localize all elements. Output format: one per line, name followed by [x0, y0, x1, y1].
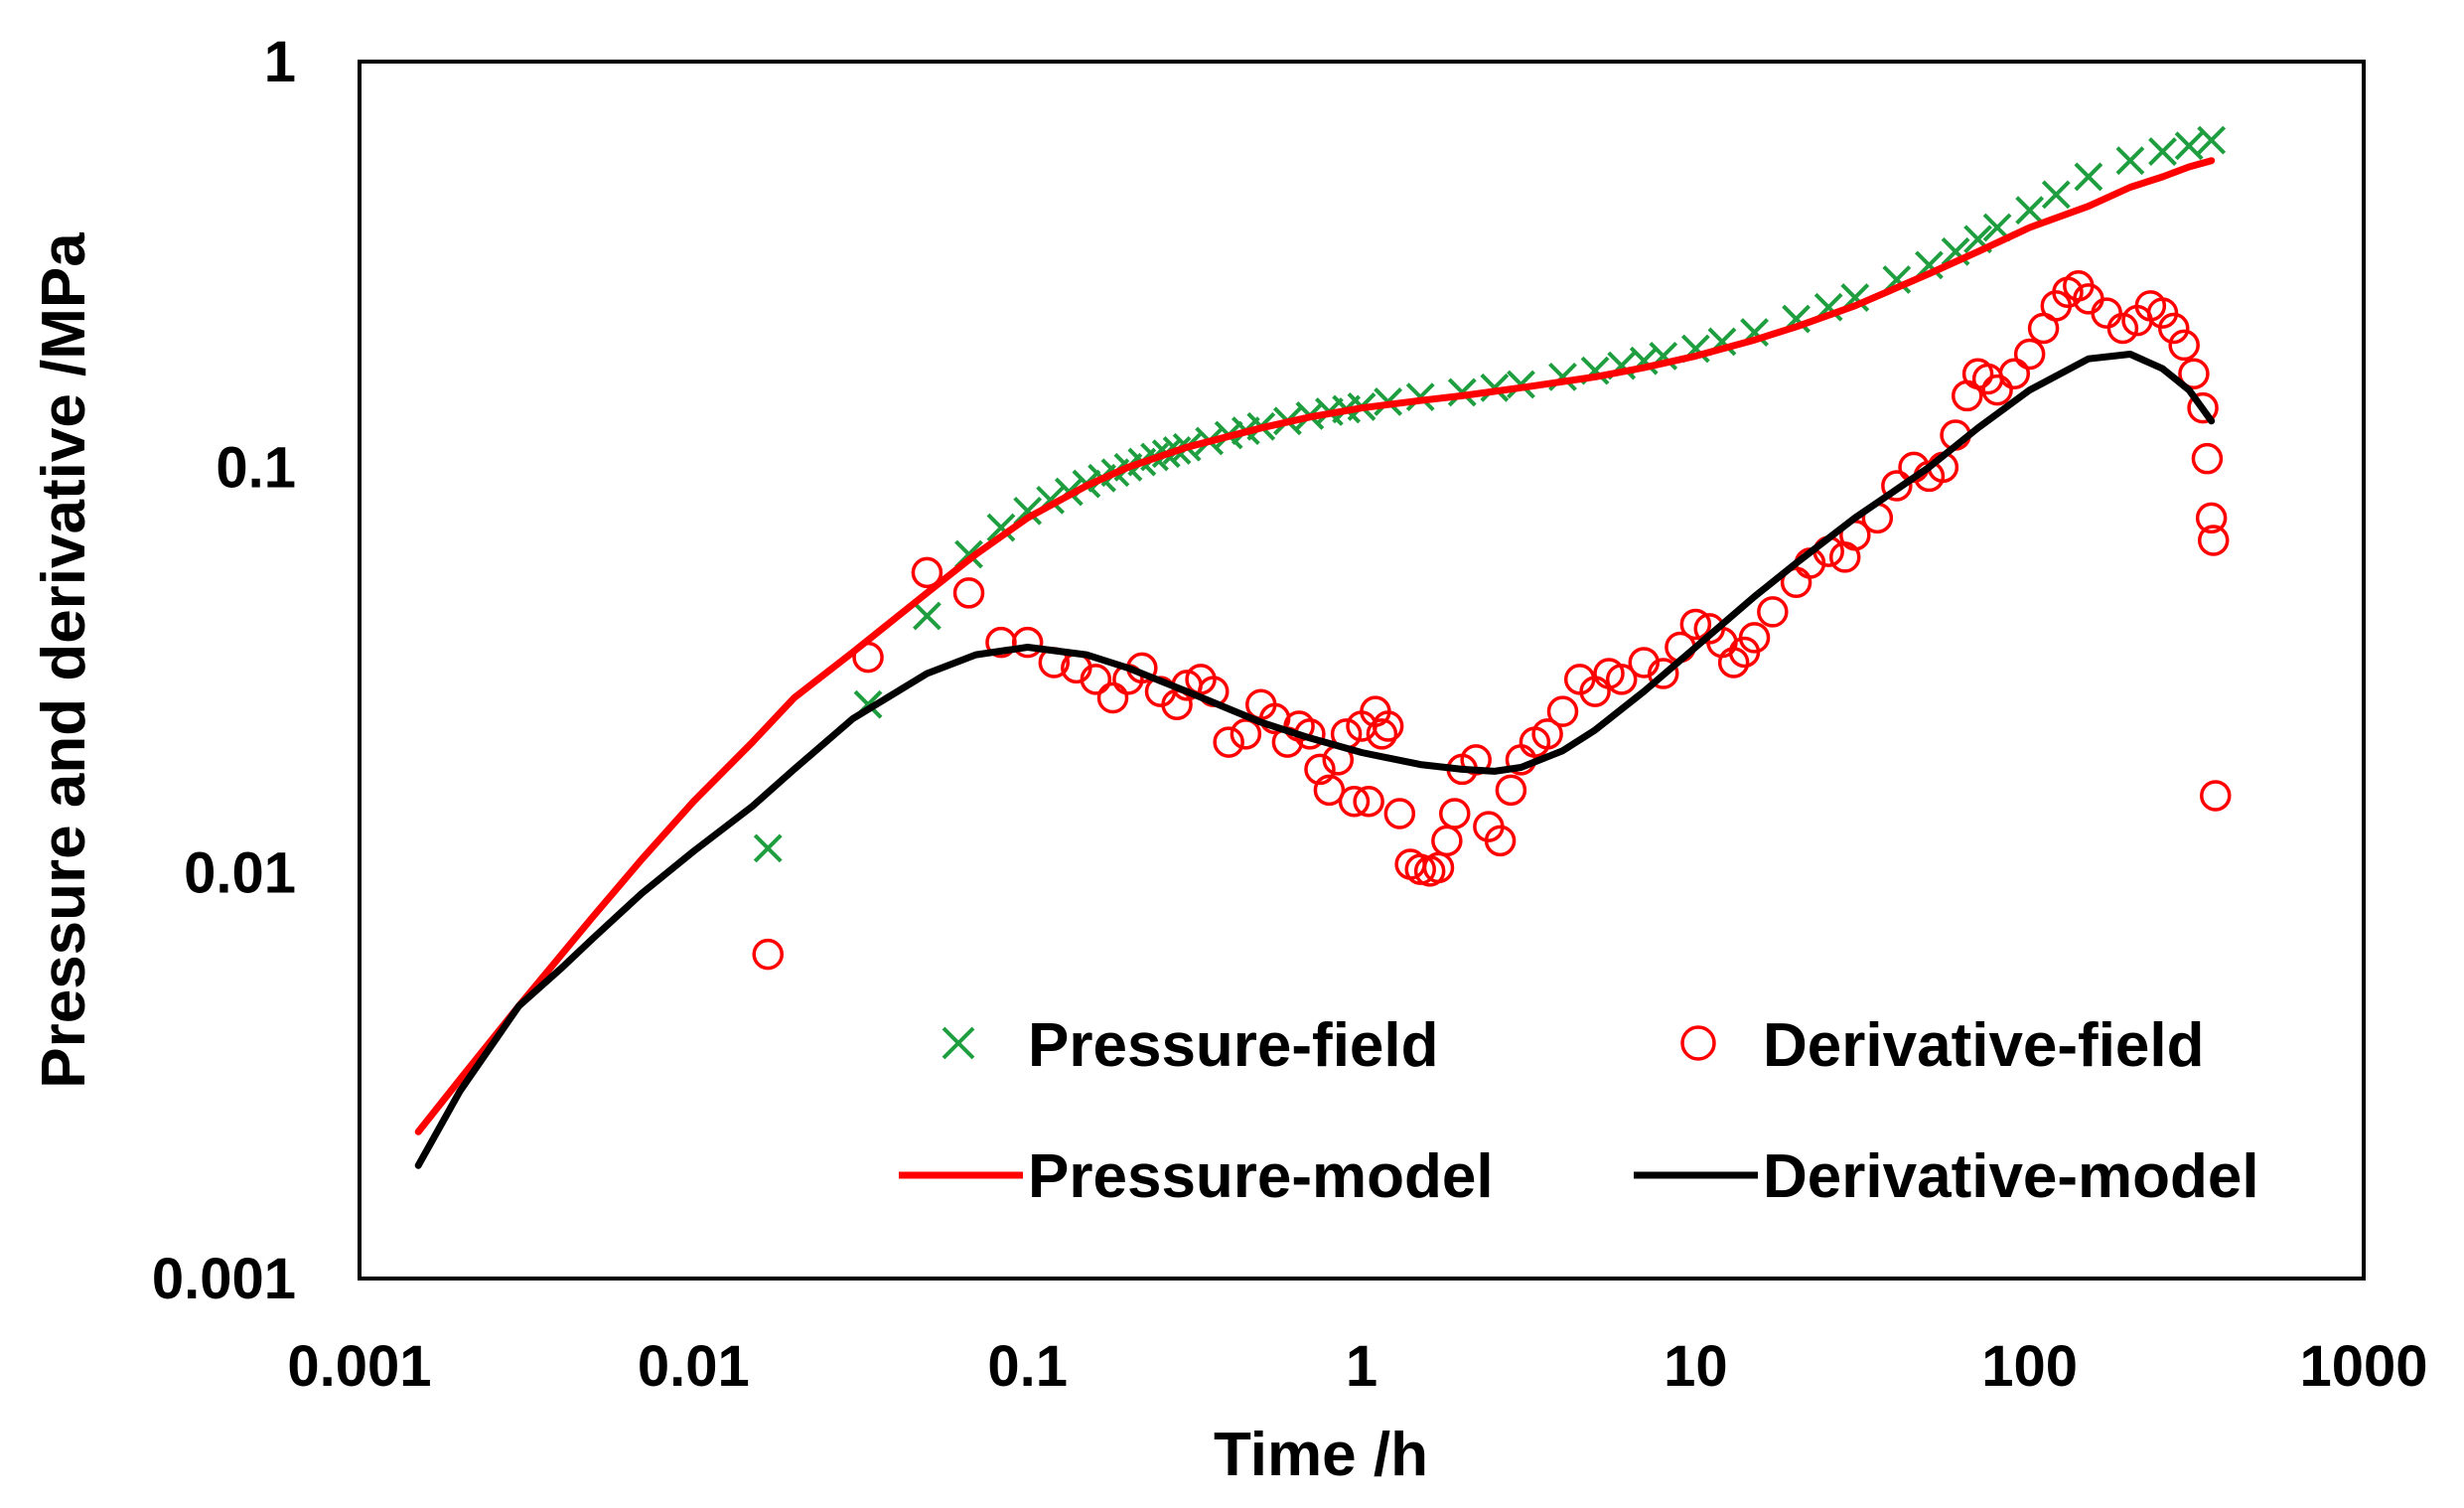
pressure-field-point [753, 833, 783, 863]
x-axis-title: Time /h [1214, 1421, 1428, 1489]
pressure-field-point [2148, 137, 2177, 167]
derivative-field-point [2168, 329, 2200, 362]
derivative-field-point [1546, 695, 1579, 727]
x-tick-label: 0.001 [287, 1334, 431, 1399]
legend-label-pressure-model: Pressure-model [1028, 1142, 1494, 1211]
pressure-field-point [2197, 125, 2227, 155]
pressure-field-point [2115, 146, 2145, 176]
legend-marker-x-icon [942, 1026, 975, 1060]
derivative-field-point [2197, 525, 2230, 556]
pressure-field-point [986, 513, 1016, 542]
derivative-field-point [1372, 710, 1404, 742]
pressure-field-point [2041, 180, 2071, 210]
derivative-field-point [1096, 681, 1129, 714]
legend-entry-derivative-field: Derivative-field [1680, 1011, 2205, 1080]
x-tick-label: 0.01 [638, 1334, 750, 1399]
y-tick-label: 0.1 [216, 435, 296, 500]
y-axis-title: Pressure and derivative /MPa [30, 232, 98, 1089]
pressure-field-point [913, 601, 942, 631]
derivative-field-point [1679, 608, 1712, 641]
x-tick-label: 1 [1346, 1334, 1377, 1399]
legend-label-derivative-model: Derivative-model [1763, 1142, 2259, 1211]
pressure-field-point [2174, 131, 2204, 161]
derivative-field-point [2191, 442, 2224, 475]
legend-label-pressure-field: Pressure-field [1028, 1011, 1439, 1080]
derivative-field-point [1998, 358, 2031, 389]
derivative-field-point [2106, 312, 2139, 345]
derivative-field-point [1313, 774, 1346, 807]
derivative-field-point [1439, 798, 1471, 829]
derivative-field-point [2157, 312, 2190, 345]
derivative-field-point [1981, 374, 2013, 406]
y-tick-label: 0.001 [152, 1247, 296, 1311]
derivative-field-point [1304, 753, 1336, 786]
derivative-model-line [414, 351, 2216, 1169]
legend-marker-circle-icon [1680, 1025, 1716, 1061]
derivative-field-point [2178, 358, 2210, 389]
derivative-field-point [2187, 391, 2219, 424]
derivative-field-point [2013, 338, 2046, 371]
derivative-field-point [952, 577, 985, 609]
legend-entry-pressure-field: Pressure-field [942, 1011, 1439, 1080]
y-axis-tick-labels: 0.001 0.01 0.1 1 [152, 30, 296, 1311]
derivative-field-point [1495, 774, 1527, 807]
derivative-field-point [1213, 726, 1244, 758]
derivative-field-point [911, 556, 943, 589]
derivative-field-point [1647, 658, 1679, 689]
derivative-field-point [1717, 647, 1750, 679]
y-tick-label: 0.01 [184, 841, 296, 906]
x-tick-label: 10 [1664, 1334, 1728, 1399]
derivative-field-point [752, 938, 784, 971]
derivative-field-point [1531, 718, 1563, 750]
x-axis-tick-labels: 0.001 0.01 0.1 1 10 100 1000 [287, 1334, 2427, 1399]
legend-entry-derivative-model: Derivative-model [1634, 1142, 2259, 1211]
derivative-field-point [1353, 786, 1384, 818]
derivative-field-point [1011, 626, 1044, 659]
derivative-field-point [2200, 780, 2232, 812]
x-tick-label: 100 [1981, 1334, 2078, 1399]
pressure-field-point [2015, 196, 2045, 226]
legend-circle-mark [1680, 1025, 1716, 1061]
x-tick-label: 0.1 [987, 1334, 1068, 1399]
legend: Pressure-field Derivative-field Pressure… [899, 1011, 2259, 1211]
derivative-field-point [1605, 664, 1638, 695]
derivative-field-point [1881, 470, 1913, 502]
legend-x-mark [942, 1026, 975, 1060]
derivative-field-point [1738, 622, 1771, 654]
derivative-field-point [1338, 786, 1371, 818]
y-tick-label: 1 [264, 30, 296, 94]
legend-label-derivative-field: Derivative-field [1763, 1011, 2205, 1080]
derivative-field-point [2195, 502, 2228, 534]
pressure-field-point [1480, 373, 1510, 402]
derivative-field-point [1366, 718, 1398, 750]
pressure-field-point [1405, 382, 1435, 412]
derivative-field-point [1230, 718, 1262, 750]
derivative-field-point [1460, 744, 1492, 776]
pressure-model-line [414, 157, 2216, 1135]
plot-series [414, 125, 2232, 1169]
pressure-field-point [2074, 162, 2103, 192]
derivative-field-point [1484, 825, 1517, 857]
series-derivative-field [752, 269, 2232, 971]
derivative-field-point [1080, 664, 1112, 695]
x-tick-label: 1000 [2299, 1334, 2427, 1399]
derivative-field-point [1383, 798, 1416, 829]
derivative-field-point [1757, 596, 1789, 628]
pressure-field-point [1013, 496, 1043, 526]
plot-area-frame [358, 60, 2366, 1281]
legend-entry-pressure-model: Pressure-model [899, 1142, 1494, 1211]
